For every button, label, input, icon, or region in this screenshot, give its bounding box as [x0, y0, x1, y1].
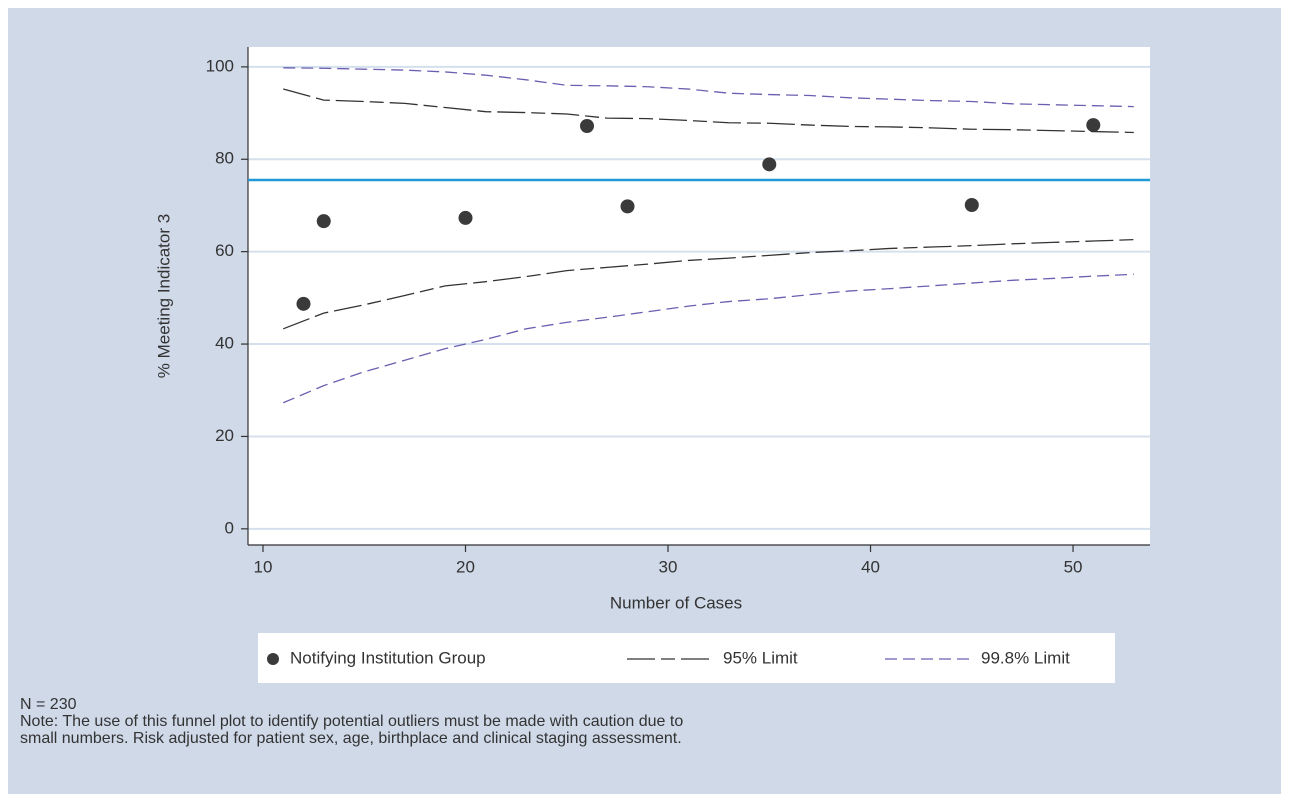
data-point	[762, 157, 777, 172]
legend-label: 99.8% Limit	[981, 648, 1070, 667]
x-tick-label: 40	[861, 557, 880, 576]
y-tick-label: 40	[215, 334, 234, 353]
limit-line	[282, 273, 1134, 404]
x-tick-label: 10	[254, 557, 273, 576]
limit-line	[283, 88, 1134, 134]
x-axis-label: Number of Cases	[610, 593, 742, 612]
y-tick-label: 0	[225, 518, 234, 537]
data-point	[458, 210, 473, 225]
note: N = 230	[20, 696, 77, 713]
data-point	[580, 118, 595, 133]
y-tick-label: 60	[215, 241, 234, 260]
y-tick-label: 20	[215, 426, 234, 445]
legend-label: Notifying Institution Group	[290, 648, 486, 667]
legend-marker	[267, 653, 279, 665]
x-tick-label: 20	[456, 557, 475, 576]
limit-line	[283, 238, 1134, 330]
legend-label: 95% Limit	[723, 648, 798, 667]
x-tick-label: 30	[659, 557, 678, 576]
y-tick-label: 100	[206, 56, 234, 75]
note: small numbers. Risk adjusted for patient…	[20, 730, 682, 747]
data-point	[296, 296, 311, 311]
y-axis-label: % Meeting Indicator 3	[154, 214, 173, 378]
note: Note: The use of this funnel plot to ide…	[20, 713, 683, 730]
data-point	[964, 197, 979, 212]
data-point	[1086, 118, 1101, 133]
data-point	[316, 214, 331, 229]
y-tick-label: 80	[215, 149, 234, 168]
data-point	[620, 199, 635, 214]
legend	[258, 633, 1115, 683]
x-tick-label: 50	[1064, 557, 1083, 576]
limit-line	[283, 67, 1134, 108]
